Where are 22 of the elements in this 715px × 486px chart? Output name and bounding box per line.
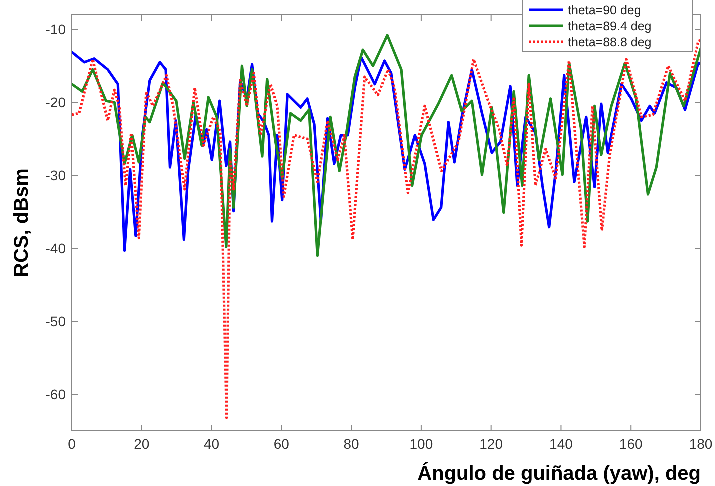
x-tick-label: 140	[550, 436, 574, 452]
legend-label: theta=88.8 deg	[568, 35, 652, 50]
y-tick-label: -10	[46, 21, 66, 38]
x-tick-label: 120	[480, 436, 504, 452]
y-tick-label: -50	[46, 313, 66, 330]
legend-label: theta=90 deg	[568, 3, 642, 18]
y-tick-label: -30	[46, 167, 66, 184]
y-tick-label: -60	[46, 386, 66, 402]
x-tick-label: 160	[619, 436, 644, 452]
x-axis-title: Ángulo de guiñada (yaw), deg	[418, 462, 701, 485]
x-tick-label: 80	[344, 436, 360, 452]
x-tick-label: 0	[68, 436, 76, 452]
x-tick-label: 60	[274, 436, 290, 452]
legend-label: theta=89.4 deg	[568, 19, 652, 34]
x-tick-label: 40	[204, 436, 220, 452]
line-series	[72, 39, 701, 420]
x-tick-label: 180	[689, 436, 713, 452]
y-tick-label: -20	[46, 94, 66, 110]
x-tick-label: 20	[134, 436, 150, 452]
x-tick-label: 100	[410, 436, 434, 452]
y-axis-title: RCS, dBsm	[11, 168, 33, 278]
y-tick-label: -40	[46, 240, 66, 256]
